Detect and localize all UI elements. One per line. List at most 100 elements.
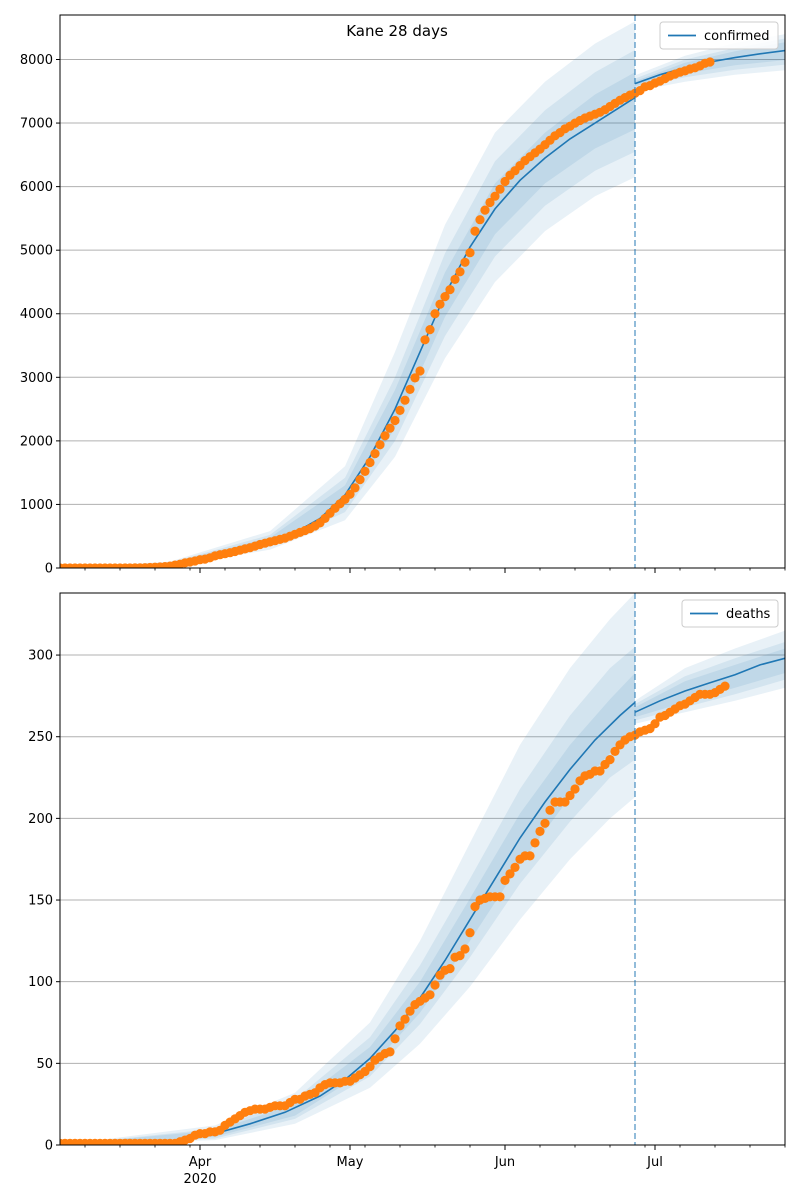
y-tick-label: 100 xyxy=(28,975,53,990)
observed-point xyxy=(720,681,730,691)
observed-point xyxy=(490,191,500,201)
observed-point xyxy=(485,197,495,208)
x-tick-year-label: 2020 xyxy=(183,1172,216,1187)
observed-point xyxy=(480,205,490,215)
observed-point xyxy=(460,944,470,954)
y-tick-label: 150 xyxy=(28,894,53,909)
observed-point xyxy=(430,980,440,990)
legend: deaths xyxy=(681,599,779,628)
axes-frame xyxy=(59,14,786,569)
y-axis: 0 1000 2000 3000 4000 5000 6000 7000 8000 xyxy=(20,53,60,577)
y-tick-label: 50 xyxy=(36,1057,53,1072)
observed-point xyxy=(345,489,355,499)
x-tick-label: May xyxy=(337,1155,364,1170)
observed-point xyxy=(495,892,505,902)
legend-box xyxy=(659,21,779,50)
x-tick-label: Jul xyxy=(646,1155,663,1170)
observed-point xyxy=(385,423,395,433)
observed-point xyxy=(385,1047,395,1057)
observed-point xyxy=(470,902,480,912)
observed-point xyxy=(425,325,435,335)
observed-point xyxy=(420,335,430,345)
projection-line xyxy=(634,657,785,713)
observed-point xyxy=(365,1062,375,1072)
observed-point xyxy=(435,299,445,309)
y-tick-label: 300 xyxy=(28,649,53,664)
observed-point xyxy=(405,1006,415,1016)
observed-point xyxy=(400,1014,410,1024)
observed-point xyxy=(355,475,365,485)
legend-box xyxy=(681,599,779,628)
observed-point xyxy=(465,248,475,258)
observed-point xyxy=(390,1034,400,1044)
legend-label: confirmed xyxy=(704,29,770,44)
observed-point xyxy=(445,285,455,295)
observed-point xyxy=(500,176,510,187)
observed-point xyxy=(705,57,715,67)
fit-uncertainty-band-2 xyxy=(60,50,635,568)
fit-uncertainty-band-1 xyxy=(60,21,635,568)
observed-point xyxy=(375,440,385,450)
y-tick-label: 2000 xyxy=(20,434,53,449)
observed-point xyxy=(415,366,425,376)
figure-title: Kane 28 days xyxy=(346,22,448,40)
y-tick-label: 7000 xyxy=(20,117,53,132)
x-tick-label: Jun xyxy=(494,1155,515,1170)
observed-point xyxy=(465,928,475,938)
y-tick-label: 8000 xyxy=(20,53,53,68)
observed-point xyxy=(605,755,615,765)
observed-point xyxy=(380,431,390,441)
projection-uncertainty-band-1 xyxy=(635,630,785,724)
series-content xyxy=(60,593,785,1145)
observed-point xyxy=(410,373,420,383)
fit-uncertainty-band-1 xyxy=(60,593,635,1145)
observed-point xyxy=(360,466,370,476)
observed-point xyxy=(455,267,465,277)
observed-point xyxy=(365,457,375,468)
y-tick-label: 6000 xyxy=(20,180,53,195)
observed-point xyxy=(540,818,550,828)
x-tick-label: Apr xyxy=(189,1155,212,1170)
observed-point xyxy=(570,784,580,794)
observed-point xyxy=(595,766,605,776)
observed-point xyxy=(565,790,575,801)
y-tick-label: 0 xyxy=(45,1139,53,1154)
observed-point xyxy=(440,292,450,302)
y-tick-label: 250 xyxy=(28,730,53,745)
observed-point xyxy=(405,384,415,394)
observed-point xyxy=(475,215,485,225)
y-tick-label: 5000 xyxy=(20,244,53,259)
confirmed-chart-panel: 0 1000 2000 3000 4000 5000 6000 7000 8000 confirm… xyxy=(20,14,786,577)
observed-point xyxy=(455,951,465,961)
observed-point xyxy=(395,405,405,415)
observed-point xyxy=(505,869,515,879)
observed-point xyxy=(535,826,545,837)
observed-point xyxy=(560,797,570,807)
y-tick-label: 4000 xyxy=(20,307,53,322)
observed-point xyxy=(610,746,620,757)
y-tick-label: 1000 xyxy=(20,498,53,513)
y-tick-label: 200 xyxy=(28,812,53,827)
y-axis: 0 50 100 150 200 250 300 xyxy=(28,649,60,1154)
observed-point xyxy=(430,309,440,319)
observed-point xyxy=(510,862,520,873)
observed-point xyxy=(545,805,555,815)
observed-point xyxy=(370,449,380,459)
observed-point xyxy=(450,274,460,284)
observed-point xyxy=(495,184,505,194)
y-tick-label: 3000 xyxy=(20,371,53,386)
observed-point xyxy=(425,990,435,1000)
deaths-chart-panel: 0 50 100 150 200 250 300 Apr 2020 May Jun Jul deaths xyxy=(28,592,786,1187)
observed-point xyxy=(500,875,510,886)
observed-point xyxy=(350,483,360,493)
observed-point xyxy=(390,415,400,426)
x-axis xyxy=(84,568,786,573)
observed-point xyxy=(650,719,660,729)
observed-point xyxy=(460,257,470,267)
y-tick-label: 0 xyxy=(45,562,53,577)
observed-point xyxy=(395,1021,405,1031)
observed-series xyxy=(60,681,730,1145)
projection-uncertainty-band-2 xyxy=(635,642,785,721)
